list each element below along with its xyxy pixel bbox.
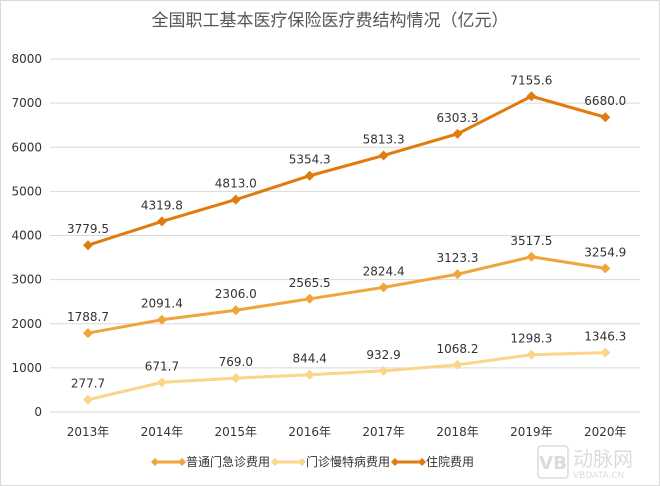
data-point	[304, 293, 315, 304]
data-label: 932.9	[366, 348, 400, 362]
y-tick-label: 0	[34, 405, 42, 419]
y-tick-label: 6000	[11, 140, 42, 154]
data-label: 1788.7	[67, 310, 109, 324]
data-point	[378, 282, 389, 293]
svg-text:VB: VB	[539, 453, 567, 474]
data-label: 2306.0	[215, 287, 257, 301]
svg-text:VBDATA.CN: VBDATA.CN	[573, 471, 624, 481]
x-tick-label: 2017年	[362, 425, 405, 439]
data-point	[304, 170, 315, 181]
data-label: 1298.3	[510, 332, 552, 346]
data-point	[156, 377, 167, 388]
data-label: 769.0	[219, 355, 253, 369]
data-point	[304, 369, 315, 380]
data-point	[83, 240, 93, 251]
data-label: 2091.4	[141, 297, 183, 311]
y-tick-label: 7000	[11, 96, 42, 110]
y-tick-label: 8000	[11, 52, 42, 66]
y-tick-label: 3000	[11, 273, 42, 287]
data-label: 2565.5	[289, 276, 331, 290]
x-tick-label: 2016年	[288, 425, 331, 439]
data-point	[526, 251, 537, 262]
legend-label: 门诊慢特病费用	[306, 454, 390, 469]
data-point	[83, 394, 93, 405]
x-tick-label: 2018年	[436, 425, 479, 439]
data-point	[526, 349, 537, 360]
legend-label: 普通门急诊费用	[186, 454, 270, 469]
data-point	[452, 269, 463, 280]
data-point	[452, 128, 463, 139]
data-label: 2824.4	[363, 264, 405, 278]
data-point	[230, 194, 241, 205]
x-tick-label: 2020年	[584, 425, 627, 439]
data-label: 7155.6	[510, 73, 552, 87]
data-label: 6680.0	[584, 94, 626, 108]
svg-text:动脉网: 动脉网	[573, 447, 633, 471]
legend-label: 住院费用	[426, 455, 474, 469]
data-point	[156, 216, 167, 227]
data-label: 3517.5	[510, 234, 552, 248]
data-point	[600, 347, 611, 358]
x-tick-label: 2014年	[141, 425, 184, 439]
data-point	[600, 112, 611, 123]
data-point	[230, 305, 241, 316]
data-point	[156, 314, 167, 325]
data-point	[526, 91, 537, 102]
data-point	[378, 150, 389, 161]
data-label: 277.7	[71, 377, 105, 391]
watermark-logo: VB 动脉网 VBDATA.CN	[537, 445, 633, 481]
legend-marker	[178, 458, 186, 466]
data-label: 4319.8	[141, 198, 183, 212]
legend-marker	[151, 458, 159, 466]
series-line	[87, 351, 606, 402]
data-label: 1346.3	[584, 330, 626, 344]
legend-marker	[418, 458, 426, 466]
legend-marker	[271, 458, 279, 466]
x-tick-label: 2019年	[510, 425, 553, 439]
data-point	[378, 365, 389, 376]
data-point	[452, 359, 463, 370]
series-line	[87, 94, 606, 247]
y-tick-label: 2000	[11, 317, 42, 331]
data-label: 1068.2	[437, 342, 479, 356]
data-label: 844.4	[293, 352, 327, 366]
data-label: 3254.9	[584, 245, 626, 259]
data-label: 6303.3	[437, 111, 479, 125]
data-label: 4813.0	[215, 177, 257, 191]
data-label: 5813.3	[363, 132, 405, 146]
y-tick-label: 5000	[11, 184, 42, 198]
data-point	[600, 263, 611, 274]
series-line	[87, 255, 606, 335]
y-tick-label: 4000	[11, 229, 42, 243]
legend-marker	[298, 458, 306, 466]
data-label: 671.7	[145, 359, 179, 373]
data-point	[230, 373, 241, 384]
data-label: 5354.3	[289, 153, 331, 167]
x-tick-label: 2015年	[215, 425, 258, 439]
data-label: 3779.5	[67, 222, 109, 236]
x-tick-label: 2013年	[67, 425, 110, 439]
y-tick-label: 1000	[11, 361, 42, 375]
data-label: 3123.3	[437, 251, 479, 265]
legend-marker	[391, 458, 399, 466]
data-point	[83, 328, 93, 339]
chart-title: 全国职工基本医疗保险医疗费结构情况（亿元）	[152, 11, 509, 31]
